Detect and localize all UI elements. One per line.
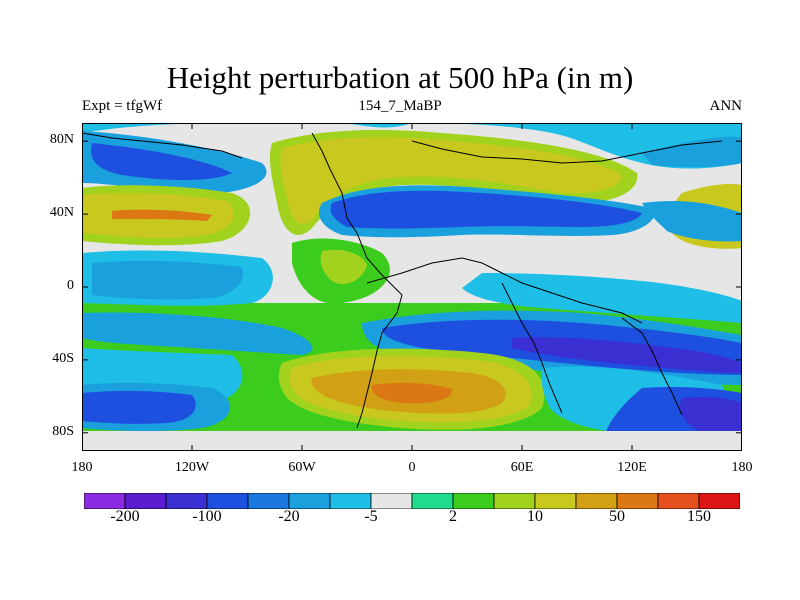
colorbar-swatch [493,493,536,509]
colorbar-swatch [575,493,618,509]
colorbar-swatch [124,493,167,509]
colorbar-swatch [370,493,413,509]
x-tick-label: 180 [71,460,93,475]
colorbar-label: -200 [110,508,140,525]
colorbar-label: 50 [609,508,625,525]
x-tick-marks [82,123,742,451]
x-tick-label: 60E [510,460,534,475]
colorbar-swatch [247,493,290,509]
y-tick-label: 40N [49,205,74,221]
colorbar-swatch [452,493,495,509]
case-label: 154_7_MaBP [358,98,442,114]
colorbar-label: 10 [527,508,543,525]
plot-title: Height perturbation at 500 hPa (in m) [166,60,634,95]
colorbar-label: 2 [449,508,457,525]
colorbar-label: 150 [687,508,711,525]
x-tick-label: 0 [408,460,416,475]
height-perturbation-map [82,123,742,451]
season-label: ANN [709,98,743,114]
x-tick-label: 180 [731,460,753,475]
colorbar-swatch [616,493,659,509]
x-tick-label: 120E [617,460,647,475]
experiment-label: Expt = tfgWf [82,98,163,114]
colorbar-swatch [411,493,454,509]
colorbar [84,493,740,509]
colorbar-swatch [329,493,372,509]
contour-fill [82,123,742,451]
x-tick-label: 60W [288,460,316,475]
colorbar-swatch [534,493,577,509]
colorbar-swatch [165,493,208,509]
colorbar-swatch [84,493,126,509]
colorbar-swatch [698,493,740,509]
colorbar-label: -5 [364,508,378,525]
y-tick-label: 80S [52,423,74,439]
y-tick-marks [82,140,742,434]
y-tick-label: 80N [49,132,74,148]
x-tick-label: 120W [174,460,210,475]
colorbar-label: -20 [278,508,300,525]
colorbar-swatch [288,493,331,509]
y-tick-label: 0 [67,278,74,293]
colorbar-swatch [657,493,700,509]
colorbar-label: -100 [192,508,222,525]
y-tick-label: 40S [52,350,74,366]
colorbar-swatch [206,493,249,509]
coastlines [82,132,723,429]
